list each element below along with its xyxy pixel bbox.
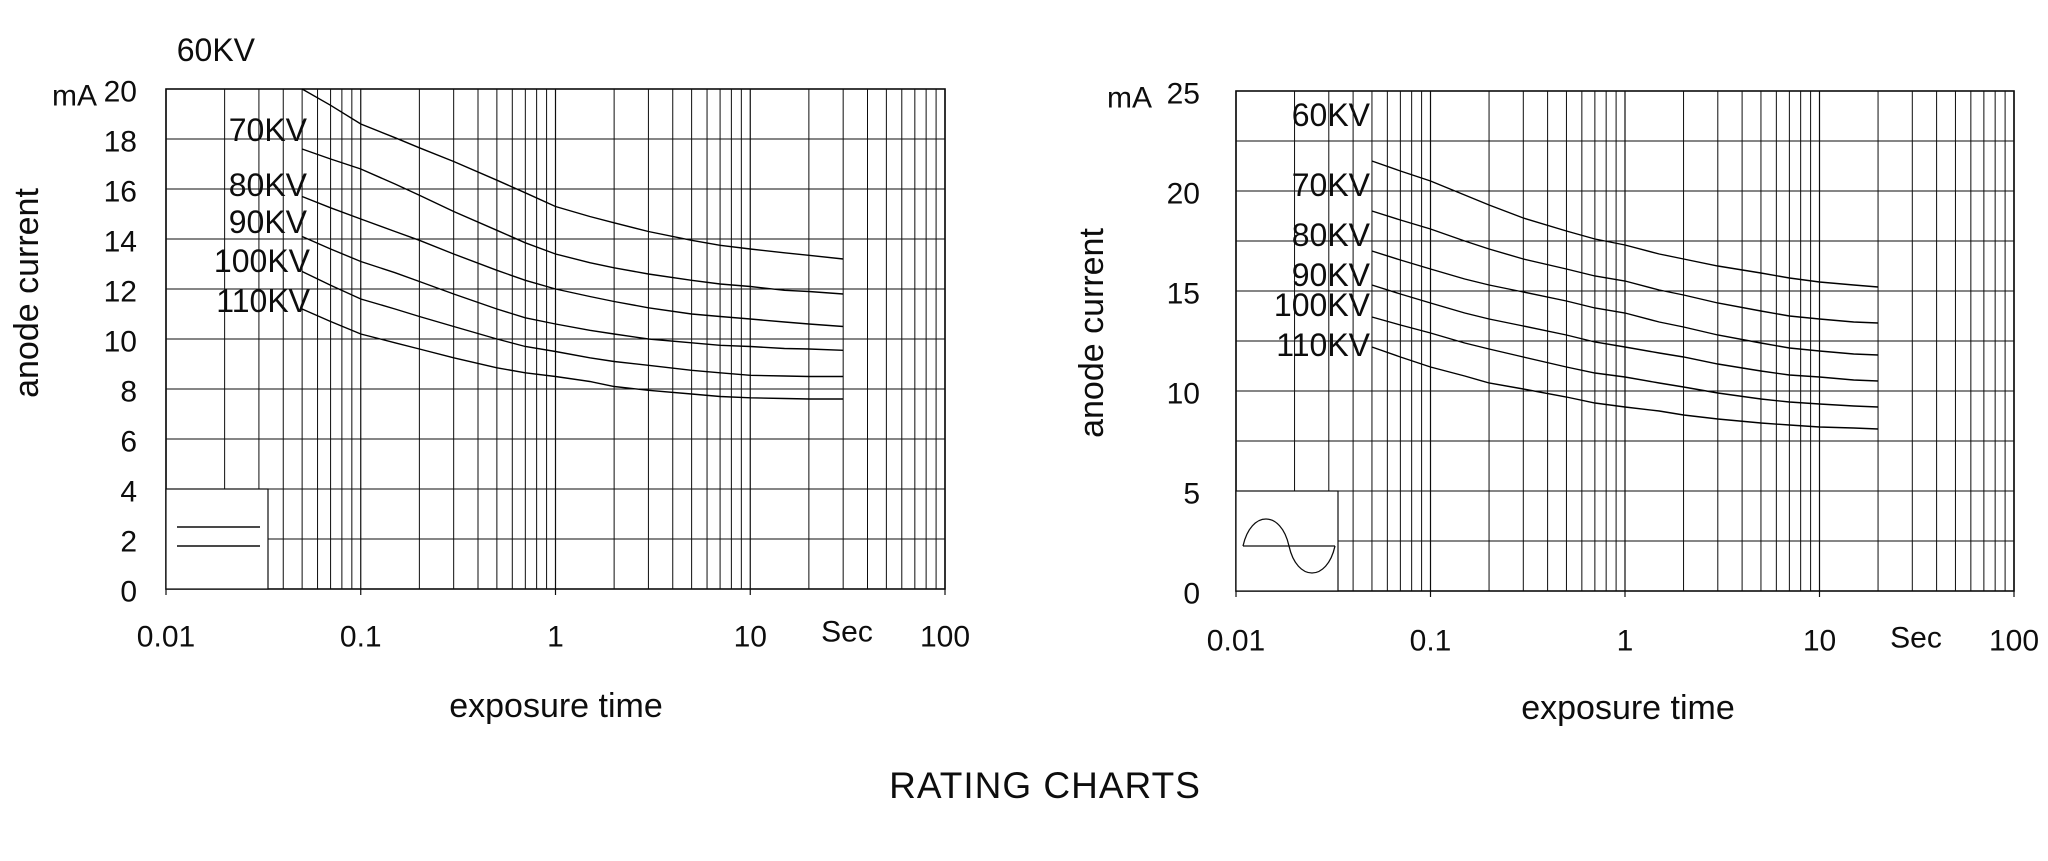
y-axis-title: anode current [1073, 228, 1111, 438]
left-rating-chart [165, 88, 946, 595]
y-tick-label: 8 [120, 376, 137, 409]
curve-label-70kv: 70KV [1292, 167, 1371, 203]
y-tick-label: 4 [120, 476, 137, 509]
x-tick-label: 1 [547, 621, 564, 654]
curve-60kv [1371, 160, 1879, 288]
y-axis-unit: mA [1107, 82, 1152, 115]
curve-label-60kv: 60KV [177, 32, 256, 68]
y-tick-label: 18 [104, 126, 137, 159]
y-tick-label: 10 [104, 326, 137, 359]
curve-label-100kv: 100KV [214, 243, 311, 279]
x-tick-label: 0.01 [1207, 625, 1265, 658]
dc-waveform-icon [177, 526, 260, 547]
curve-label-110kv: 110KV [216, 283, 310, 319]
x-tick-label: 0.1 [340, 621, 382, 654]
y-tick-label: 5 [1183, 478, 1200, 511]
curve-label-70kv: 70KV [229, 112, 308, 148]
plot-border [1235, 90, 2015, 592]
curve-label-80kv: 80KV [1292, 217, 1371, 253]
y-tick-label: 0 [120, 576, 137, 609]
curve-110kv [301, 308, 844, 400]
curve-110kv [1371, 346, 1879, 430]
waveform-legend-box [1235, 490, 1339, 592]
y-axis-unit: mA [52, 80, 97, 113]
y-tick-label: 6 [120, 426, 137, 459]
x-tick-label: 1 [1617, 625, 1634, 658]
curve-80kv [1371, 250, 1879, 356]
right-rating-chart [1235, 90, 2015, 597]
x-axis-title: exposure time [1521, 689, 1735, 727]
y-tick-label: 12 [104, 276, 137, 309]
curve-70kv [301, 148, 844, 295]
y-tick-label: 20 [104, 76, 137, 109]
y-tick-label: 14 [104, 226, 137, 259]
curve-60kv [301, 88, 844, 260]
curve-70kv [1371, 210, 1879, 324]
y-tick-label: 0 [1183, 578, 1200, 611]
x-tick-label: 10 [1803, 625, 1836, 658]
sine-waveform-icon [1242, 518, 1336, 574]
x-tick-label: 100 [1989, 625, 2039, 658]
y-tick-label: 16 [104, 176, 137, 209]
y-tick-label: 2 [120, 526, 137, 559]
y-tick-label: 20 [1167, 178, 1200, 211]
curve-label-80kv: 80KV [229, 167, 308, 203]
curve-80kv [301, 195, 844, 328]
x-tick-label: 0.1 [1410, 625, 1452, 658]
y-tick-label: 15 [1167, 278, 1200, 311]
x-tick-label: 100 [920, 621, 970, 654]
curve-100kv [1371, 316, 1879, 408]
sine-curve [1242, 518, 1336, 574]
curve-100kv [301, 270, 844, 378]
y-tick-label: 10 [1167, 378, 1200, 411]
waveform-legend-box [165, 488, 269, 590]
x-tick-label: 10 [734, 621, 767, 654]
curve-label-110kv: 110KV [1276, 327, 1370, 363]
plot-border [165, 88, 946, 590]
curve-90kv [301, 235, 844, 351]
page-title: RATING CHARTS [889, 765, 1201, 806]
x-axis-title: exposure time [449, 687, 663, 725]
x-axis-unit: Sec [1890, 622, 1942, 655]
x-axis-unit: Sec [821, 616, 873, 649]
curve-label-90kv: 90KV [1292, 257, 1371, 293]
y-tick-label: 25 [1167, 78, 1200, 111]
curve-label-100kv: 100KV [1274, 287, 1371, 323]
curve-label-90kv: 90KV [229, 204, 308, 240]
x-tick-label: 0.01 [137, 621, 195, 654]
y-axis-title: anode current [8, 188, 46, 398]
curve-label-60kv: 60KV [1292, 97, 1371, 133]
curve-90kv [1371, 284, 1879, 382]
